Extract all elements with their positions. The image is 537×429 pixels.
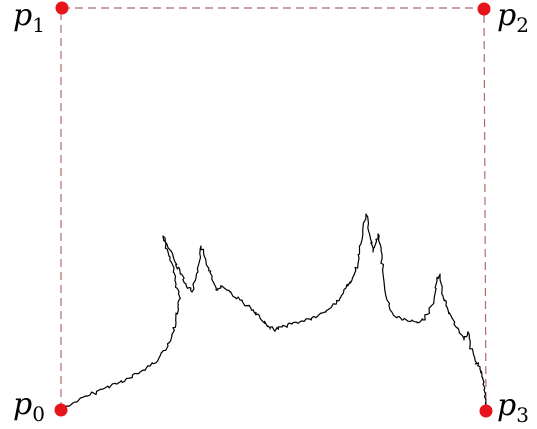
point-p1[interactable] xyxy=(55,1,69,15)
point-p2[interactable] xyxy=(477,2,491,16)
label-p0: p0 xyxy=(13,387,45,426)
point-p3[interactable] xyxy=(479,404,493,418)
fractal-curve xyxy=(60,213,487,412)
point-p0[interactable] xyxy=(54,403,68,417)
control-polygon xyxy=(60,7,487,411)
label-p2: p2 xyxy=(497,0,529,37)
label-p1: p1 xyxy=(13,0,45,37)
label-p3: p3 xyxy=(497,388,529,427)
